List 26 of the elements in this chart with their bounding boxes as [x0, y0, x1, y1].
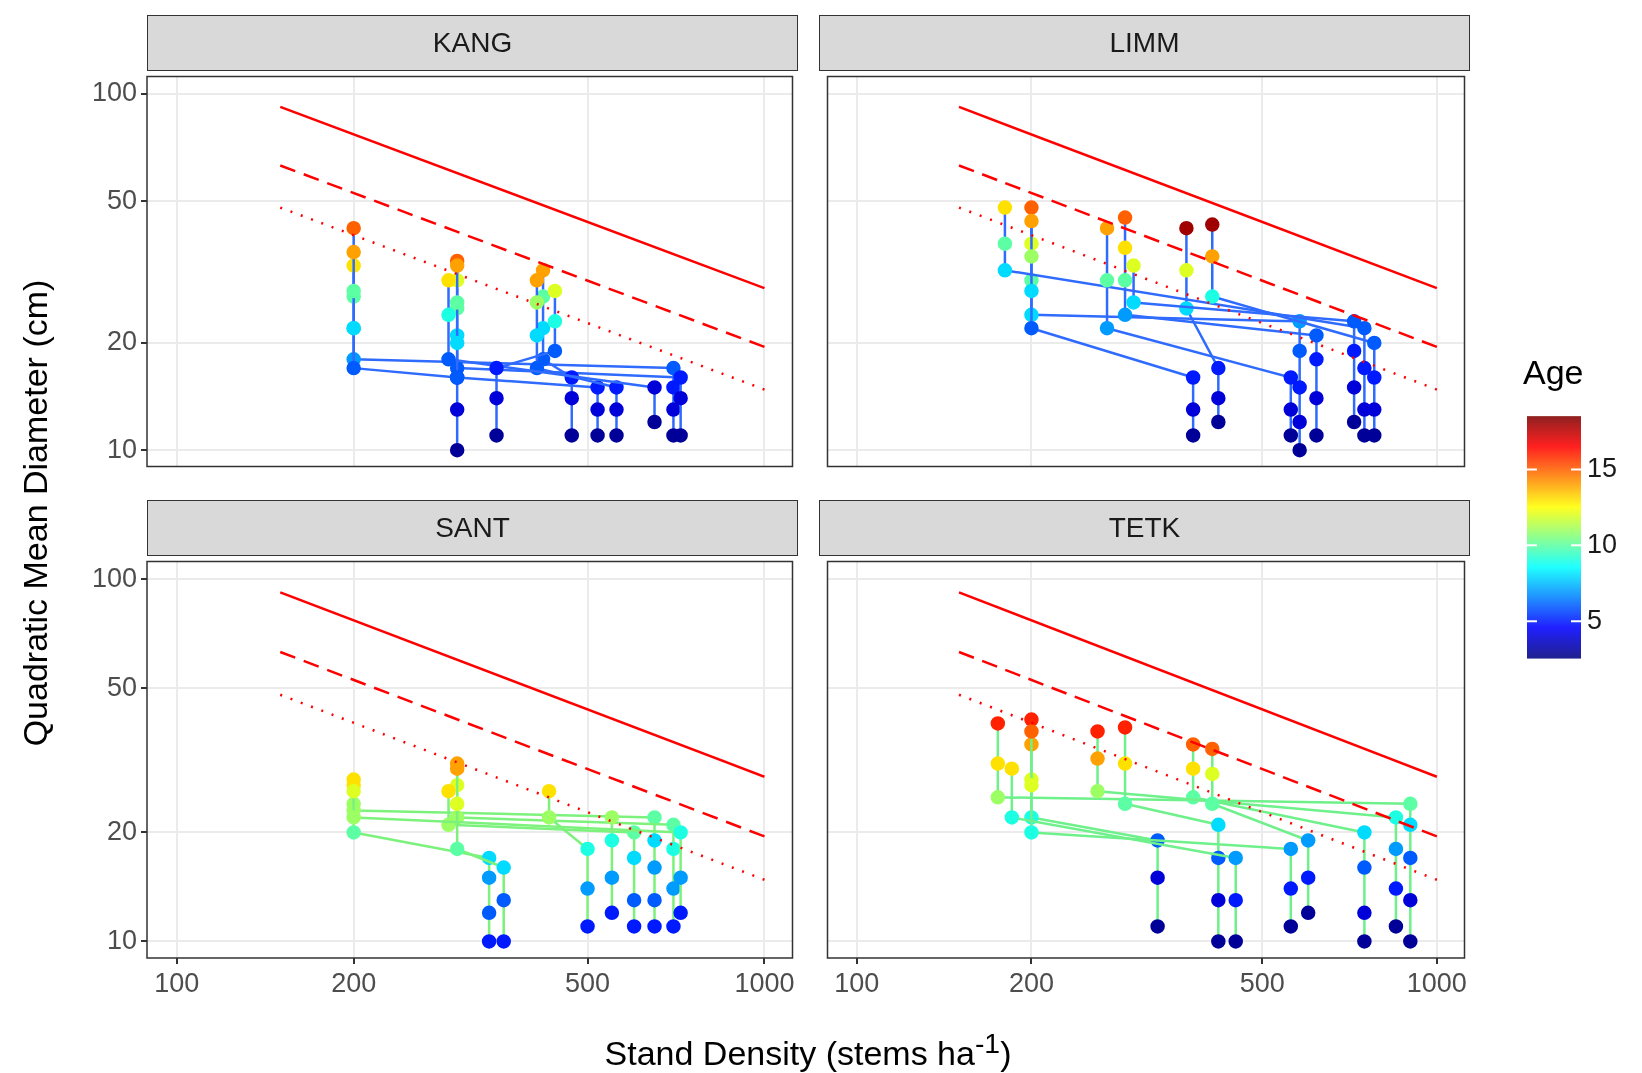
x-tick-label: 100 — [154, 967, 200, 998]
y-axis-title: Quadratic Mean Diameter (cm) — [15, 279, 55, 747]
chart-title: LIMM — [819, 15, 1470, 71]
x-tick-label: 100 — [834, 967, 880, 998]
y-tick-label: 10 — [106, 433, 137, 464]
color-bar-label: 10 — [1587, 528, 1618, 559]
x-tick-label: 500 — [565, 967, 611, 998]
chart-title: TETK — [819, 500, 1470, 556]
x-axis-title: Stand Density (stems ha$^{-1}$) — [604, 1026, 1012, 1073]
y-tick-label: 20 — [106, 326, 137, 357]
y-tick-label: 10 — [106, 924, 137, 955]
color-bar-label: 15 — [1587, 452, 1618, 483]
y-tick-label: 100 — [91, 77, 137, 108]
color-bar-label: 5 — [1587, 604, 1603, 635]
x-tick-label: 500 — [1239, 967, 1285, 998]
chart-title: SANT — [147, 500, 798, 556]
x-tick-label: 1000 — [1406, 967, 1467, 998]
color-bar-title: Age — [1523, 353, 1584, 392]
x-tick-label: 200 — [331, 967, 377, 998]
y-tick-label: 50 — [106, 671, 137, 702]
y-tick-label: 100 — [91, 562, 137, 593]
chart-title: KANG — [147, 15, 798, 71]
y-tick-label: 20 — [106, 815, 137, 846]
y-tick-label: 50 — [106, 184, 137, 215]
x-tick-label: 1000 — [734, 967, 795, 998]
x-tick-label: 200 — [1008, 967, 1054, 998]
